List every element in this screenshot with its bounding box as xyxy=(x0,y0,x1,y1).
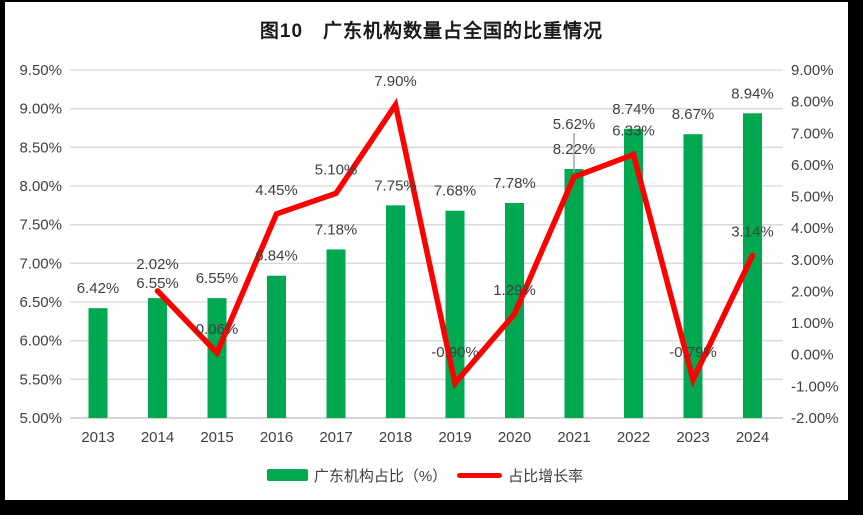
bar-data-label: 6.84% xyxy=(255,248,298,265)
bar-data-label: 6.55% xyxy=(136,275,179,292)
x-axis-category-label: 2023 xyxy=(676,429,709,446)
bar-series-swatch-icon xyxy=(266,469,308,481)
right-axis-tick-label: -2.00% xyxy=(791,410,839,427)
bar-2013 xyxy=(88,308,108,418)
line-data-label: 6.33% xyxy=(612,122,655,139)
line-data-label: -0.90% xyxy=(431,344,479,361)
x-axis-category-label: 2021 xyxy=(557,429,590,446)
bar-data-label: 6.42% xyxy=(77,280,120,297)
right-axis-tick-label: 1.00% xyxy=(791,315,834,332)
legend: 广东机构占比（%） 占比增长率 xyxy=(0,462,850,488)
left-axis-tick-label: 7.00% xyxy=(19,255,62,272)
right-axis-tick-label: -1.00% xyxy=(791,378,839,395)
line-data-label: 0.06% xyxy=(196,321,239,338)
bar-data-label: 7.18% xyxy=(315,221,358,238)
bar-data-label: 7.78% xyxy=(493,175,536,192)
right-axis-tick-label: 2.00% xyxy=(791,283,834,300)
line-data-label: 1.29% xyxy=(493,282,536,299)
bar-data-label: 8.74% xyxy=(612,101,655,118)
left-axis-tick-label: 6.50% xyxy=(19,294,62,311)
chart-title: 图10 广东机构数量占全国的比重情况 xyxy=(259,21,604,42)
x-axis-category-label: 2017 xyxy=(319,429,352,446)
x-axis-category-label: 2015 xyxy=(200,429,233,446)
bar-data-label: 8.67% xyxy=(672,106,715,123)
bar-2018 xyxy=(386,205,405,418)
bar-2015 xyxy=(207,298,227,418)
legend-label-line-series: 占比增长率 xyxy=(508,467,584,485)
line-data-label: -0.79% xyxy=(669,344,717,361)
line-series-swatch-icon xyxy=(457,472,503,478)
bar-data-label: 8.94% xyxy=(731,85,774,102)
left-axis-tick-label: 7.50% xyxy=(19,217,62,234)
line-data-label: 3.14% xyxy=(731,223,774,240)
line-data-label: 2.02% xyxy=(136,256,179,273)
x-axis-category-label: 2024 xyxy=(736,429,769,446)
x-axis-category-label: 2018 xyxy=(379,429,412,446)
bar-data-label: 6.55% xyxy=(196,270,239,287)
left-axis-tick-label: 9.50% xyxy=(19,62,62,79)
left-axis-tick-label: 8.00% xyxy=(19,178,62,195)
line-data-label: 5.62% xyxy=(553,116,596,133)
right-axis-tick-label: 0.00% xyxy=(791,347,834,364)
x-axis-category-label: 2019 xyxy=(438,429,471,446)
bar-data-label: 7.68% xyxy=(434,183,477,200)
frame-top-border xyxy=(0,0,863,2)
bar-data-label: 8.22% xyxy=(553,141,596,158)
frame-bottom-border xyxy=(0,500,863,515)
x-axis-category-label: 2016 xyxy=(260,429,293,446)
right-axis-tick-label: 6.00% xyxy=(791,157,834,174)
x-axis-category-label: 2020 xyxy=(498,429,531,446)
growth-rate-line xyxy=(154,97,756,390)
right-axis-tick-label: 7.00% xyxy=(791,125,834,142)
legend-label-bar-series: 广东机构占比（%） xyxy=(313,467,448,485)
x-axis-category-label: 2013 xyxy=(81,429,114,446)
frame-right-border xyxy=(848,0,863,515)
left-axis-tick-label: 5.00% xyxy=(19,410,62,427)
bar-2022 xyxy=(624,128,643,419)
line-data-label: 4.45% xyxy=(255,182,298,199)
bar-2021 xyxy=(564,168,584,418)
right-axis-tick-label: 9.00% xyxy=(791,62,834,79)
x-axis-category-label: 2022 xyxy=(617,429,650,446)
right-axis-tick-label: 3.00% xyxy=(791,252,834,269)
bar-2017 xyxy=(326,249,346,418)
x-axis-category-label: 2014 xyxy=(141,429,174,446)
line-data-label: 7.90% xyxy=(374,73,417,90)
left-axis-tick-label: 6.00% xyxy=(19,333,62,350)
line-data-label: 5.10% xyxy=(315,161,358,178)
right-axis-tick-label: 8.00% xyxy=(791,94,834,111)
bar-2014 xyxy=(148,298,167,418)
frame-left-border xyxy=(0,0,5,515)
bar-2024 xyxy=(743,113,762,418)
left-axis-tick-label: 5.50% xyxy=(19,371,62,388)
right-axis-tick-label: 5.00% xyxy=(791,189,834,206)
bar-data-label: 7.75% xyxy=(374,177,417,194)
left-axis-tick-label: 8.50% xyxy=(19,139,62,156)
bar-2023 xyxy=(683,134,703,419)
left-axis-tick-label: 9.00% xyxy=(19,101,62,118)
legend-item-bar-series: 广东机构占比（%） xyxy=(266,465,448,486)
bar-2016 xyxy=(267,275,286,418)
legend-item-line-series: 占比增长率 xyxy=(457,465,583,486)
right-axis-tick-label: 4.00% xyxy=(791,220,834,237)
